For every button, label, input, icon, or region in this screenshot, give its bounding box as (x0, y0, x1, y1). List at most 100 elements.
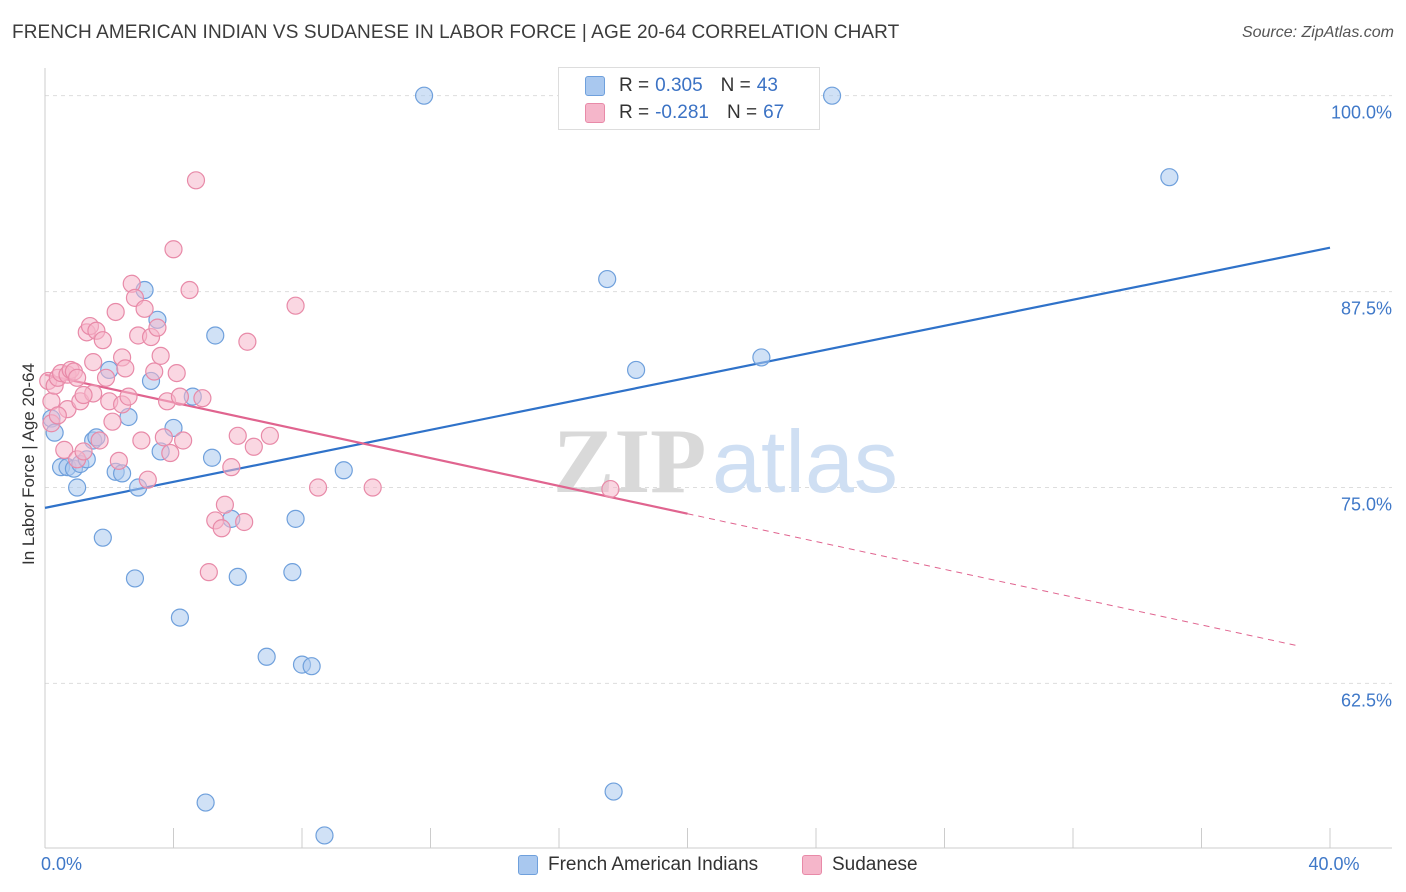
stats-r-label: R = (619, 75, 650, 96)
legend-item-sudanese[interactable]: Sudanese (802, 852, 918, 878)
y-tick-label: 100.0% (1331, 103, 1392, 123)
data-point (145, 362, 164, 381)
stats-row-french-american-indians: R = 0.305 N = 43 (585, 72, 778, 100)
data-point (626, 360, 646, 380)
y-axis-title: In Labor Force | Age 20-64 (19, 363, 38, 565)
data-point (103, 412, 122, 431)
data-point (170, 608, 190, 627)
data-point (48, 406, 67, 425)
data-point (315, 826, 334, 845)
axis-layer (44, 68, 1392, 849)
trend-layer (44, 246, 1331, 647)
data-point (68, 368, 87, 387)
data-point (228, 426, 247, 445)
data-point (257, 647, 276, 666)
stats-swatch-pink (585, 103, 605, 123)
legend-swatch-pink (802, 855, 822, 875)
data-point (135, 299, 154, 318)
data-point (148, 318, 167, 337)
data-point (138, 470, 157, 489)
chart-title: FRENCH AMERICAN INDIAN VS SUDANESE IN LA… (12, 22, 900, 43)
data-point (206, 326, 225, 345)
y-tick-label: 87.5% (1341, 299, 1392, 319)
stats-n-label: N = (720, 75, 751, 96)
data-point (752, 348, 771, 367)
legend-item-french-american-indians[interactable]: French American Indians (518, 852, 758, 878)
data-point (74, 442, 93, 461)
data-point (132, 431, 151, 450)
data-point (414, 86, 434, 105)
points-layer (39, 86, 1179, 845)
data-point (55, 440, 74, 459)
data-point (174, 431, 193, 450)
stats-row-sudanese: R = -0.281 N = 67 (585, 99, 784, 127)
data-point (186, 171, 206, 190)
legend-label: French American Indians (548, 854, 759, 875)
watermark-atlas: atlas (712, 412, 898, 511)
data-point (196, 793, 215, 812)
watermark-zip: ZIP (553, 410, 706, 512)
data-point (822, 86, 842, 105)
data-point (93, 528, 112, 547)
data-point (244, 437, 263, 456)
data-point (286, 296, 305, 315)
data-point (604, 782, 623, 801)
data-point (161, 443, 180, 463)
stats-r-value: 0.305 (655, 75, 703, 96)
data-point (202, 448, 222, 467)
data-point (283, 563, 302, 582)
data-point (96, 368, 116, 387)
data-point (260, 426, 279, 445)
stats-r-value: -0.281 (655, 102, 709, 123)
data-point (601, 479, 620, 499)
x-tick-label: 40.0% (1308, 854, 1359, 874)
data-point (180, 280, 199, 300)
data-point (238, 332, 257, 351)
stats-n-label: N = (726, 102, 758, 123)
data-point (74, 385, 93, 405)
data-point (68, 478, 87, 497)
data-point (199, 563, 218, 582)
stats-swatch-blue (585, 76, 605, 96)
x-tick-label: 0.0% (41, 854, 82, 874)
data-point (235, 512, 254, 532)
trend-line (44, 246, 1331, 509)
data-point (363, 478, 382, 497)
data-point (167, 363, 186, 383)
data-point (222, 458, 241, 477)
data-point (119, 387, 138, 406)
trend-line-extension (687, 513, 1298, 647)
data-point (170, 387, 190, 406)
watermark: ZIP atlas (553, 410, 898, 512)
data-point (193, 389, 212, 408)
grid-layer (45, 95, 1392, 684)
data-point (308, 478, 328, 497)
data-point (151, 346, 170, 365)
data-point (125, 569, 145, 588)
stats-n-value: 67 (763, 102, 785, 123)
data-point (93, 331, 112, 350)
data-point (302, 657, 321, 676)
data-point (109, 451, 128, 470)
data-point (154, 428, 173, 447)
legend-swatch-blue (518, 855, 538, 875)
data-point (116, 359, 135, 378)
legend-label: Sudanese (832, 854, 918, 875)
data-point (90, 431, 109, 450)
stats-legend-box: R = 0.305 N = 43 R = -0.281 N = 67 (558, 67, 820, 130)
data-point (212, 519, 231, 538)
stats-r-label: R = (619, 102, 650, 123)
data-point (286, 509, 305, 528)
data-point (164, 240, 183, 259)
y-tick-label: 75.0% (1341, 495, 1392, 515)
chart-source: Source: ZipAtlas.com (1241, 24, 1394, 41)
data-point (598, 269, 617, 289)
data-point (228, 567, 247, 586)
data-point (1160, 168, 1179, 187)
stats-n-value: 43 (756, 75, 778, 96)
labels-layer: 100.0% 87.5% 75.0% 62.5% 0.0% 40.0% In Labor F… (19, 103, 1392, 874)
trend-line (44, 373, 688, 515)
data-point (334, 461, 353, 480)
data-point (106, 302, 125, 322)
